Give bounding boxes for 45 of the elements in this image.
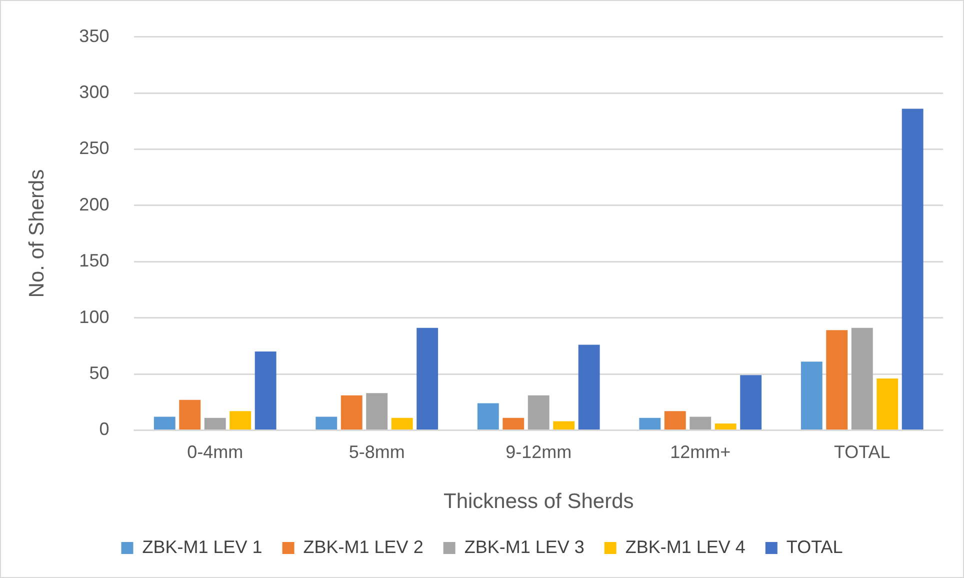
- bar: [826, 330, 848, 430]
- y-tick-label: 0: [99, 419, 110, 440]
- bar: [714, 423, 736, 430]
- x-axis-title: Thickness of Sherds: [443, 490, 634, 514]
- bar: [366, 393, 388, 430]
- y-tick-label: 50: [89, 362, 110, 383]
- legend-label: ZBK-M1 LEV 2: [303, 536, 424, 557]
- x-tick-label: 12mm+: [670, 442, 731, 462]
- legend-label: TOTAL: [786, 536, 843, 557]
- legend-label: ZBK-M1 LEV 4: [625, 536, 746, 557]
- y-tick-label: 200: [79, 194, 110, 214]
- y-tick-label: 150: [79, 250, 110, 271]
- y-tick-label: 300: [79, 82, 110, 102]
- bar: [316, 416, 338, 430]
- bar: [553, 421, 575, 430]
- bar: [340, 395, 362, 430]
- bar: [502, 418, 524, 430]
- x-tick-label: TOTAL: [834, 442, 890, 462]
- bar: [740, 375, 762, 430]
- bar: [902, 108, 924, 430]
- legend-label: ZBK-M1 LEV 3: [464, 536, 584, 557]
- x-tick-label: 9-12mm: [506, 442, 572, 462]
- bar: [477, 403, 499, 430]
- y-axis-title: No. of Sherds: [25, 169, 48, 298]
- bar: [230, 411, 252, 430]
- legend-label: ZBK-M1 LEV 1: [142, 536, 262, 557]
- bar: [851, 328, 873, 430]
- bar: [578, 344, 600, 430]
- bar: [664, 411, 686, 430]
- y-tick-label: 250: [79, 138, 110, 158]
- bar: [639, 418, 661, 430]
- bar: [254, 352, 276, 430]
- bar: [391, 418, 413, 430]
- bar: [800, 362, 822, 430]
- x-tick-label: 5-8mm: [348, 442, 405, 462]
- y-tick-label: 100: [79, 306, 110, 327]
- y-tick-label: 350: [79, 26, 110, 46]
- bar: [690, 416, 712, 430]
- bar: [154, 416, 176, 430]
- x-tick-label: 0-4mm: [187, 442, 244, 462]
- bar: [204, 418, 226, 430]
- bar: [528, 395, 550, 430]
- bar: [179, 400, 201, 430]
- bar: [416, 328, 438, 430]
- bar: [876, 378, 898, 430]
